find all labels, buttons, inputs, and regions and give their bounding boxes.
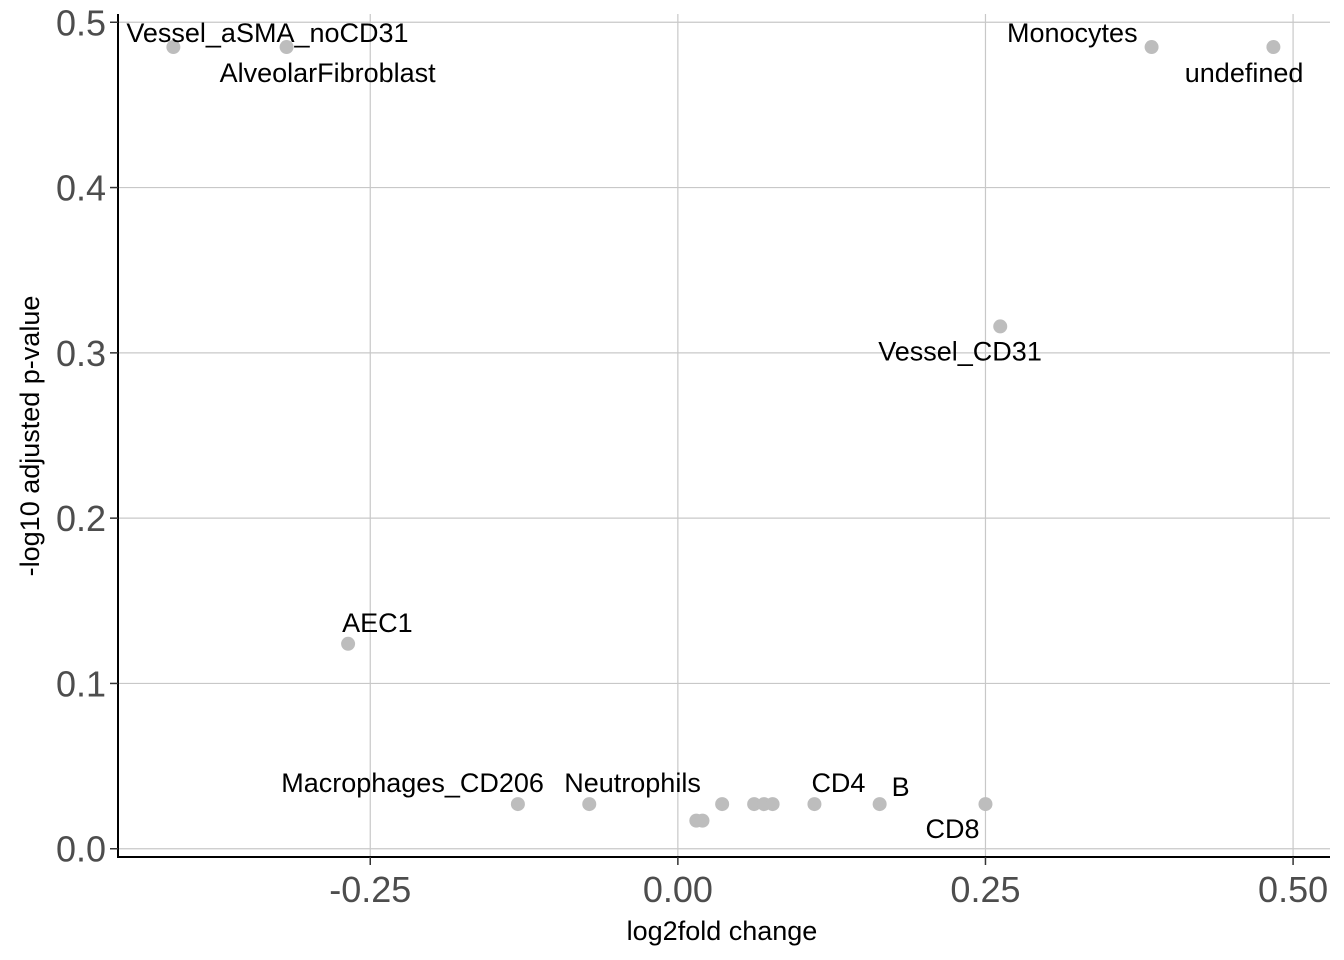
- axes: [117, 14, 1330, 858]
- data-point: [1144, 40, 1159, 55]
- data-point: [993, 319, 1008, 334]
- x-tick-label: 0.25: [950, 869, 1020, 910]
- grid-lines: [118, 14, 1330, 857]
- data-point: [279, 40, 294, 55]
- y-tick-label: 0.2: [56, 498, 106, 539]
- point-label: undefined: [1185, 58, 1304, 88]
- data-point: [1266, 40, 1281, 55]
- point-label: AEC1: [342, 608, 413, 638]
- data-point: [978, 797, 993, 812]
- y-tick-label: 0.4: [56, 168, 106, 209]
- y-tick-label: 0.1: [56, 663, 106, 704]
- y-axis-title: -log10 adjusted p-value: [15, 296, 45, 577]
- point-label: CD8: [925, 814, 979, 844]
- axis-ticks: -0.25 0.00 0.25 0.50 0.0 0.1 0.2 0.3 0.4 0.5: [56, 2, 1328, 910]
- data-point: [872, 797, 887, 812]
- data-point: [582, 797, 597, 812]
- point-label: Vessel_aSMA_noCD31: [126, 18, 408, 48]
- data-points: [166, 40, 1281, 828]
- y-tick-label: 0.0: [56, 829, 106, 870]
- point-labels: Vessel_aSMA_noCD31 AlveolarFibroblast Mono…: [126, 18, 1303, 844]
- y-tick-label: 0.3: [56, 333, 106, 374]
- point-label: Monocytes: [1007, 18, 1138, 48]
- y-tick-label: 0.5: [56, 2, 106, 43]
- data-point: [765, 797, 780, 812]
- data-point: [715, 797, 730, 812]
- point-label: Vessel_CD31: [878, 336, 1042, 366]
- point-label: CD4: [811, 768, 865, 798]
- point-label: Neutrophils: [564, 768, 701, 798]
- data-point: [341, 636, 356, 651]
- point-label: B: [892, 772, 910, 802]
- data-point: [807, 797, 822, 812]
- x-axis-title: log2fold change: [627, 916, 818, 946]
- x-tick-label: 0.00: [643, 869, 713, 910]
- x-tick-label: -0.25: [329, 869, 411, 910]
- point-label: AlveolarFibroblast: [220, 58, 437, 88]
- data-point: [747, 797, 762, 812]
- data-point: [695, 813, 710, 828]
- data-point: [510, 797, 525, 812]
- point-label: Macrophages_CD206: [281, 768, 544, 798]
- data-point: [166, 40, 181, 55]
- x-tick-label: 0.50: [1258, 869, 1328, 910]
